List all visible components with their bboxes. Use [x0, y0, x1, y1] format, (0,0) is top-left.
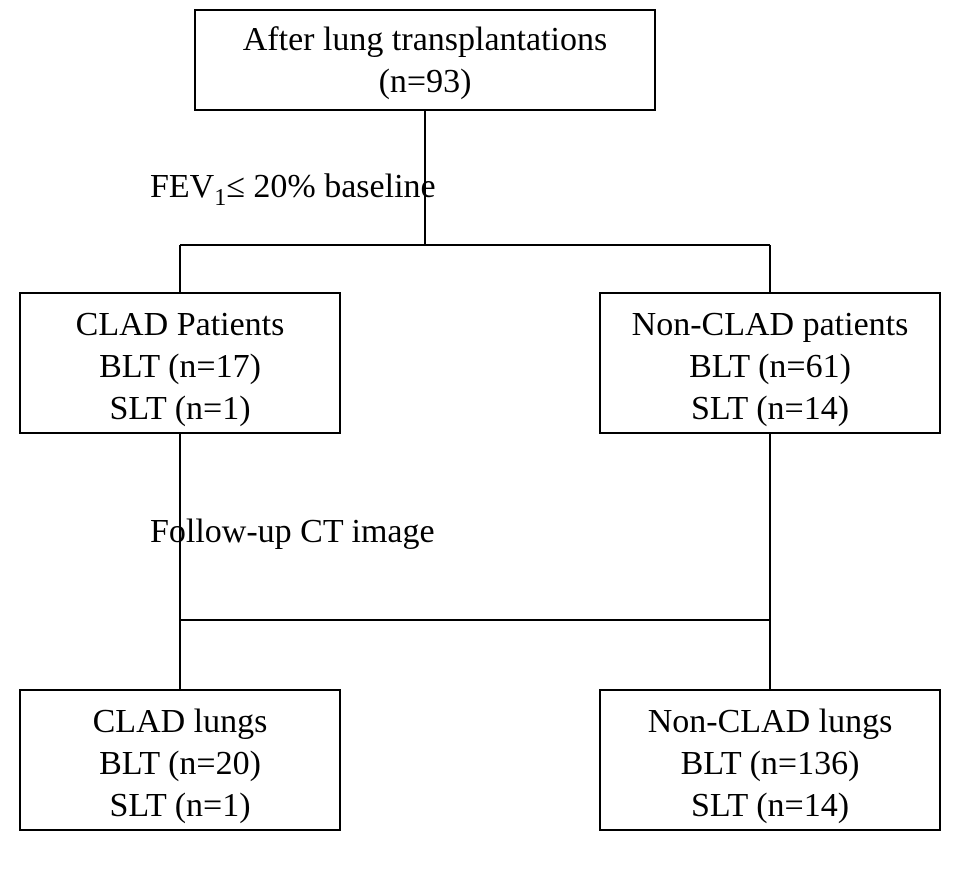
clad-lungs-title: CLAD lungs	[93, 703, 268, 740]
flowchart-svg: After lung transplantations (n=93) FEV1≤…	[0, 0, 969, 892]
nonclad-lungs-title: Non-CLAD lungs	[648, 703, 893, 740]
nonclad-patients-slt: SLT (n=14)	[691, 390, 849, 427]
fev-text: FEV	[150, 168, 215, 205]
clad-patients-title: CLAD Patients	[76, 306, 285, 343]
fev-rest: ≤ 20% baseline	[226, 168, 435, 205]
clad-patients-slt: SLT (n=1)	[109, 390, 250, 427]
nonclad-lungs-blt: BLT (n=136)	[681, 745, 860, 782]
root-title: After lung transplantations	[243, 21, 607, 58]
fev-sub: 1	[214, 185, 226, 211]
nonclad-patients-blt: BLT (n=61)	[689, 348, 851, 385]
followup-label: Follow-up CT image	[150, 513, 435, 550]
root-n: (n=93)	[379, 63, 472, 100]
clad-lungs-slt: SLT (n=1)	[109, 787, 250, 824]
fev-label: FEV1≤ 20% baseline	[150, 168, 436, 211]
clad-lungs-blt: BLT (n=20)	[99, 745, 261, 782]
nonclad-patients-title: Non-CLAD patients	[632, 306, 909, 343]
nonclad-lungs-slt: SLT (n=14)	[691, 787, 849, 824]
clad-patients-blt: BLT (n=17)	[99, 348, 261, 385]
